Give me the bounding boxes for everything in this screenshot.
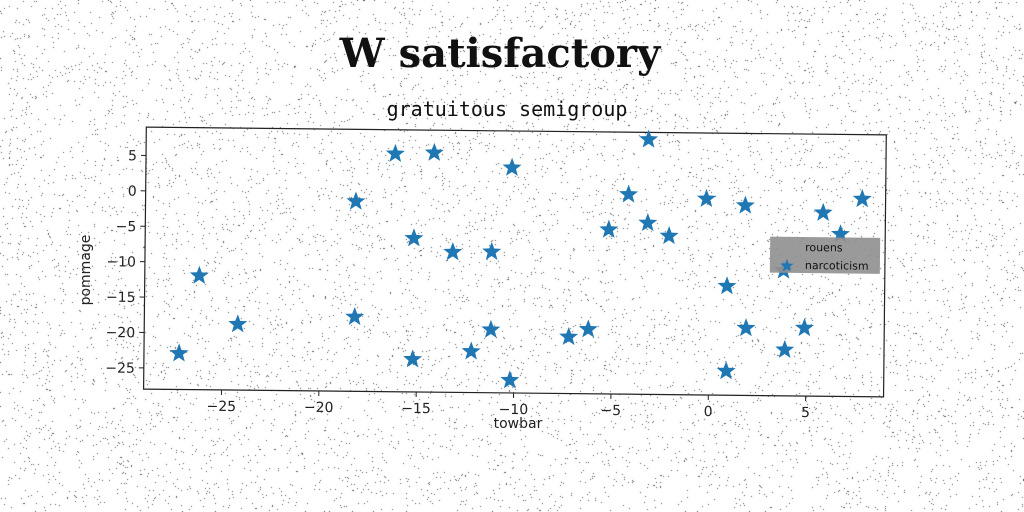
data-point-star [716, 361, 736, 380]
data-point-star [852, 189, 872, 208]
x-tick-label: −10 [499, 402, 529, 418]
data-point-star [482, 241, 502, 261]
x-tick-label: −20 [304, 400, 334, 416]
legend-entry-rouens: rouens [805, 241, 843, 254]
data-point-star [424, 142, 444, 161]
legend-marker-star [780, 258, 794, 272]
legend: rouens narcoticism [769, 236, 881, 274]
x-axis-label: towbar [494, 416, 543, 432]
data-point-star [461, 341, 481, 360]
data-point-star [403, 349, 423, 368]
legend-box [769, 236, 881, 274]
data-point-star [659, 226, 679, 245]
data-point-star [696, 188, 717, 207]
data-point-star [775, 339, 795, 358]
y-tick-label: 5 [128, 148, 137, 164]
data-point-star [502, 157, 522, 176]
data-point-star [717, 276, 737, 295]
data-point-star [830, 224, 850, 243]
data-point-star [346, 191, 366, 210]
data-point-star [169, 343, 189, 362]
y-tick-label: −20 [106, 325, 136, 341]
data-point-star [578, 319, 598, 338]
x-axis: −25 −20 −15 −10 −5 0 5 [206, 389, 810, 421]
data-point-star [736, 318, 756, 337]
plot-area: −25 −20 −15 −10 −5 0 5 5 0 −5 −10 −15 −20 −25 rouens… [105, 126, 887, 421]
data-point-star [404, 228, 424, 247]
data-point-star [638, 212, 658, 232]
x-tick-label: −15 [401, 401, 431, 417]
y-tick-label: 0 [128, 184, 137, 200]
data-point-star [599, 219, 619, 238]
data-point-star [345, 306, 365, 326]
y-axis: 5 0 −5 −10 −15 −20 −25 [105, 148, 147, 377]
y-axis-label: pommage [78, 235, 94, 306]
y-tick-label: −5 [116, 219, 137, 235]
data-point-star [443, 242, 463, 261]
data-point-star [639, 129, 659, 148]
x-tick-label: −25 [206, 399, 236, 415]
x-tick-label: 5 [801, 405, 810, 421]
data-point-star [813, 202, 833, 221]
data-point-star [228, 314, 248, 333]
data-point-star [500, 370, 520, 389]
data-point-star [481, 319, 501, 338]
data-point-star [189, 265, 209, 284]
x-tick-label: 0 [704, 404, 713, 420]
y-tick-label: −10 [106, 254, 136, 270]
x-tick-label: −5 [600, 403, 621, 419]
chart-title: gratuitous semigroup [387, 97, 628, 121]
page-title: W satisfactory [339, 30, 661, 77]
legend-entry-narcoticism: narcoticism [805, 259, 869, 273]
y-tick-label: −25 [105, 360, 135, 376]
data-point-star [794, 318, 814, 337]
data-point-star [559, 326, 579, 346]
y-tick-label: −15 [106, 290, 136, 306]
data-point-star [735, 195, 755, 214]
data-point-star [385, 143, 405, 163]
data-points [169, 129, 872, 389]
data-point-star [619, 184, 639, 203]
